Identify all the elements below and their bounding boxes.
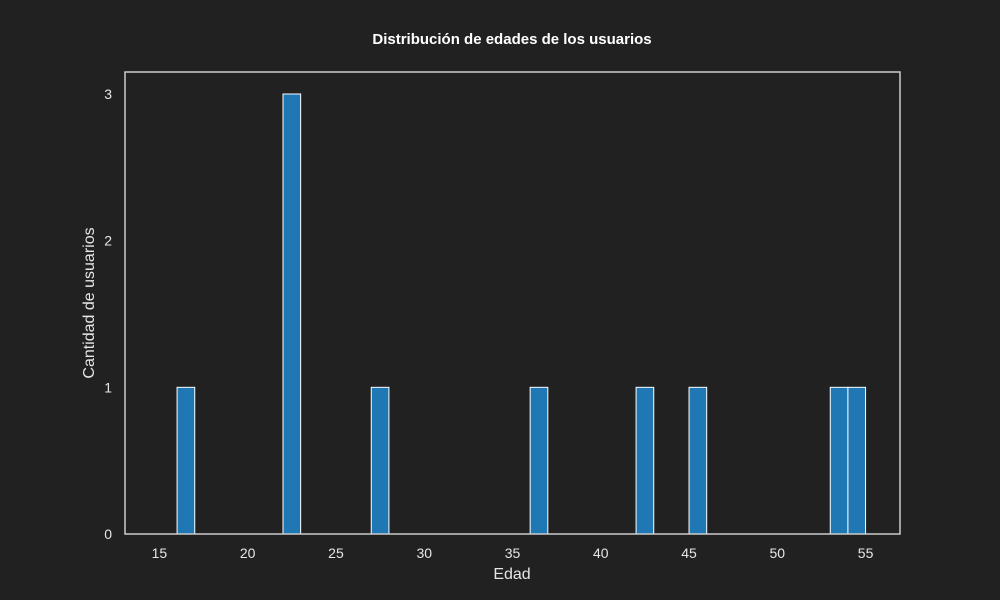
y-tick-label-1: 1 [104,379,112,395]
bars-layer [176,93,867,535]
histogram-bar-27-28 [370,386,390,535]
y-tick-label-2: 2 [104,233,112,249]
chart-title: Distribución de edades de los usuarios [372,31,651,48]
histogram-bar-36-37 [529,386,549,535]
y-tick-label-0: 0 [104,526,112,542]
x-tick-label-20: 20 [240,545,256,561]
histogram-bar-16-17 [176,386,196,535]
x-tick-label-35: 35 [505,545,521,561]
histogram-bar-54-55 [847,386,867,535]
y-tick-label-3: 3 [104,86,112,102]
x-tick-label-25: 25 [328,545,344,561]
x-tick-label-30: 30 [416,545,432,561]
x-axis-label: Edad [493,566,530,583]
x-tick-label-45: 45 [681,545,697,561]
x-tick-label-15: 15 [152,545,168,561]
histogram-bar-53-54 [829,386,849,535]
histogram-bar-42-43 [635,386,655,535]
x-tick-label-50: 50 [770,545,786,561]
y-tick-labels: 0 1 2 3 [104,86,112,542]
y-axis-label: Cantidad de usuarios [81,227,98,378]
x-tick-label-40: 40 [593,545,609,561]
axes-frame [124,71,901,535]
x-tick-label-55: 55 [858,545,874,561]
histogram-bar-22-23 [282,93,302,535]
histogram-bar-45-46 [688,386,708,535]
x-tick-labels: 15 20 25 30 35 40 45 50 55 [152,545,874,561]
